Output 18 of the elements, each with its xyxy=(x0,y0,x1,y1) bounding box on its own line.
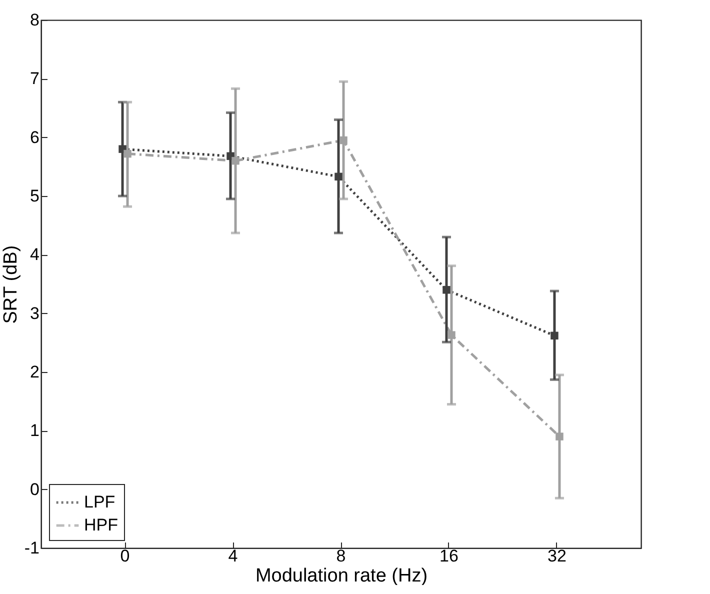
x-tick-label: 4 xyxy=(228,546,238,566)
y-tick-label: 7 xyxy=(30,69,40,88)
x-tick-label: 0 xyxy=(120,546,130,566)
y-tick-label: 3 xyxy=(30,304,40,323)
y-tick-label: 0 xyxy=(30,480,40,499)
x-tick-label: 8 xyxy=(336,546,346,566)
y-tick-label: 6 xyxy=(30,128,40,147)
x-tick-label: 32 xyxy=(548,546,566,566)
y-tick-label: 8 xyxy=(30,10,40,30)
x-tick-label: 16 xyxy=(440,546,458,566)
legend-label: HPF xyxy=(84,516,118,534)
y-tick-label: -1 xyxy=(24,538,40,558)
y-tick-label: 4 xyxy=(30,245,40,264)
y-axis-title: SRT (dB) xyxy=(0,245,22,324)
y-tick-label: 2 xyxy=(30,362,40,382)
legend-label: LPF xyxy=(84,492,116,512)
y-tick-label: 1 xyxy=(30,421,40,440)
y-tick-label: 5 xyxy=(30,186,40,206)
